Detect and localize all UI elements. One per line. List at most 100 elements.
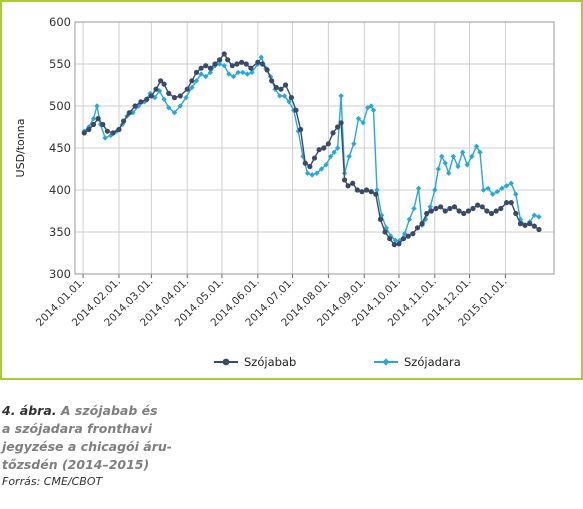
caption-line-3: jegyzése a chicagói áru- xyxy=(2,439,172,454)
data-point-szojabab xyxy=(363,187,370,193)
figure-caption: 4. ábra. A szójabab és a szójadara front… xyxy=(2,402,202,490)
y-tick-label: 400 xyxy=(49,183,71,197)
data-point-szojadara xyxy=(477,149,483,155)
data-point-szojadara xyxy=(258,54,264,60)
data-point-szojadara xyxy=(473,143,480,150)
data-point-szojadara xyxy=(432,187,438,193)
data-point-szojabab xyxy=(513,210,519,217)
data-point-szojadara xyxy=(318,166,325,172)
data-point-szojadara xyxy=(351,141,357,147)
data-point-szojabab xyxy=(456,208,462,214)
data-point-szojabab xyxy=(350,180,356,186)
data-point-szojadara xyxy=(281,93,288,99)
data-point-szojadara xyxy=(189,84,195,91)
y-tick-label: 350 xyxy=(49,225,71,239)
data-point-szojabab xyxy=(387,236,393,242)
data-point-szojadara xyxy=(177,103,183,109)
data-point-szojabab xyxy=(321,145,327,151)
series-line-szojadara xyxy=(83,55,540,242)
y-tick-label: 300 xyxy=(49,267,71,281)
data-point-szojadara xyxy=(102,135,108,141)
legend-marker-szojadara xyxy=(382,358,390,366)
data-point-szojabab xyxy=(100,121,106,128)
data-point-szojadara xyxy=(216,61,223,67)
data-point-szojadara xyxy=(235,69,241,76)
data-point-szojadara xyxy=(499,185,505,192)
data-point-szojabab xyxy=(255,59,261,65)
data-point-szojabab xyxy=(248,65,254,71)
data-point-szojabab xyxy=(442,208,448,214)
caption-line-2: a szójadara fronthavi xyxy=(2,421,152,436)
data-point-szojabab xyxy=(451,204,458,210)
data-point-szojadara xyxy=(508,180,514,186)
data-point-szojadara xyxy=(406,216,413,223)
data-point-szojadara xyxy=(193,78,200,84)
data-point-szojabab xyxy=(400,236,407,242)
data-point-szojabab xyxy=(161,81,167,87)
data-point-szojabab xyxy=(470,205,476,212)
data-point-szojabab xyxy=(153,86,159,92)
data-point-szojadara xyxy=(489,191,496,197)
data-point-szojadara xyxy=(171,110,178,116)
data-point-szojabab xyxy=(433,205,439,212)
data-point-szojadara xyxy=(536,214,542,220)
data-point-szojabab xyxy=(198,65,204,71)
data-point-szojabab xyxy=(144,96,150,102)
data-point-szojabab xyxy=(373,191,379,197)
legend-marker-szojabab xyxy=(222,358,230,366)
y-tick-label: 600 xyxy=(49,15,71,29)
data-point-szojabab xyxy=(148,93,154,99)
data-point-szojadara xyxy=(161,96,167,102)
data-point-szojabab xyxy=(527,221,533,227)
data-point-szojabab xyxy=(341,177,348,183)
data-point-szojabab xyxy=(419,221,425,227)
data-point-szojabab xyxy=(293,107,299,113)
data-point-szojabab xyxy=(396,241,402,247)
data-point-szojabab xyxy=(166,90,172,96)
data-point-szojadara xyxy=(455,163,461,170)
data-point-szojabab xyxy=(278,86,284,92)
data-point-szojadara xyxy=(304,170,311,176)
data-point-szojabab xyxy=(307,163,313,170)
data-point-szojabab xyxy=(259,61,266,67)
data-point-szojadara xyxy=(442,160,448,166)
data-point-szojadara xyxy=(464,162,470,168)
data-point-szojabab xyxy=(239,59,245,65)
data-point-szojabab xyxy=(120,118,127,124)
data-point-szojadara xyxy=(327,153,334,160)
data-point-szojabab xyxy=(81,130,87,136)
y-tick-label: 450 xyxy=(49,141,71,155)
data-point-szojadara xyxy=(427,204,433,210)
data-point-szojadara xyxy=(94,103,100,109)
data-point-szojadara xyxy=(338,93,344,99)
data-point-szojadara xyxy=(230,73,237,80)
data-point-szojabab xyxy=(311,155,318,161)
data-point-szojadara xyxy=(503,183,510,189)
data-point-szojadara xyxy=(383,225,389,231)
data-point-szojabab xyxy=(428,208,434,214)
caption-title-1: A szójabab és xyxy=(60,403,158,418)
data-point-szojabab xyxy=(288,95,294,101)
data-point-szojadara xyxy=(90,115,97,122)
caption-line-4: tőzsdén (2014–2015) xyxy=(2,457,150,472)
data-point-szojabab xyxy=(330,130,336,136)
data-point-szojabab xyxy=(517,221,524,227)
data-point-szojadara xyxy=(334,145,341,151)
data-point-szojabab xyxy=(217,57,223,63)
data-point-szojabab xyxy=(498,205,504,212)
data-point-szojadara xyxy=(439,153,445,160)
data-point-szojabab xyxy=(354,187,360,193)
data-point-szojabab xyxy=(302,160,308,166)
data-point-szojabab xyxy=(207,65,213,71)
data-point-szojabab xyxy=(382,229,388,235)
data-point-szojadara xyxy=(370,107,377,113)
data-point-szojadara xyxy=(360,120,366,126)
data-point-szojadara xyxy=(249,69,255,76)
data-point-szojabab xyxy=(414,225,421,231)
data-point-szojadara xyxy=(141,99,148,105)
data-point-szojabab xyxy=(368,189,374,195)
data-point-szojadara xyxy=(286,99,292,105)
caption-source: Forrás: CME/CBOT xyxy=(2,475,103,488)
data-point-szojadara xyxy=(346,153,352,160)
data-point-szojabab xyxy=(273,84,279,91)
